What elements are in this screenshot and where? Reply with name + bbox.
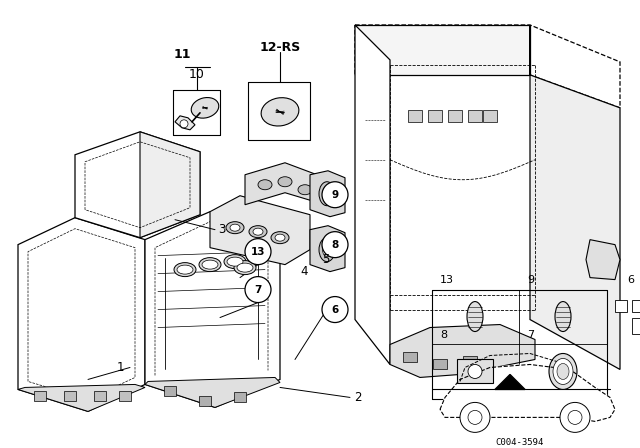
Polygon shape	[530, 25, 620, 370]
Text: 8: 8	[440, 330, 447, 340]
Circle shape	[468, 365, 482, 379]
Polygon shape	[586, 240, 620, 280]
Polygon shape	[210, 196, 310, 265]
Text: 6: 6	[627, 275, 634, 284]
Ellipse shape	[275, 234, 285, 241]
Polygon shape	[164, 387, 176, 396]
Ellipse shape	[237, 263, 253, 272]
Polygon shape	[390, 324, 535, 378]
Text: 1: 1	[116, 361, 124, 374]
Polygon shape	[140, 132, 200, 237]
Polygon shape	[408, 110, 422, 122]
Polygon shape	[495, 375, 525, 389]
Ellipse shape	[226, 222, 244, 234]
Ellipse shape	[319, 182, 335, 206]
Text: 5: 5	[322, 253, 330, 266]
Polygon shape	[457, 359, 493, 383]
Polygon shape	[468, 110, 482, 122]
Ellipse shape	[177, 265, 193, 274]
Polygon shape	[463, 357, 477, 366]
Text: 6: 6	[332, 305, 339, 314]
Circle shape	[560, 402, 590, 432]
Ellipse shape	[249, 226, 267, 237]
Bar	[632, 300, 640, 311]
Ellipse shape	[467, 302, 483, 332]
Polygon shape	[355, 25, 390, 365]
Text: 3: 3	[218, 223, 225, 236]
Circle shape	[568, 410, 582, 424]
Ellipse shape	[258, 180, 272, 190]
Bar	[615, 300, 627, 311]
Polygon shape	[145, 378, 280, 407]
Circle shape	[180, 120, 188, 128]
Polygon shape	[18, 218, 145, 411]
Ellipse shape	[253, 228, 263, 235]
Circle shape	[322, 232, 348, 258]
Circle shape	[322, 182, 348, 208]
Ellipse shape	[557, 363, 569, 379]
Ellipse shape	[224, 254, 246, 269]
Polygon shape	[119, 392, 131, 401]
Ellipse shape	[271, 232, 289, 244]
Polygon shape	[448, 110, 462, 122]
Ellipse shape	[553, 358, 573, 384]
Polygon shape	[310, 171, 345, 217]
Ellipse shape	[323, 243, 332, 257]
Ellipse shape	[323, 187, 332, 201]
Ellipse shape	[199, 258, 221, 271]
Text: 2: 2	[355, 391, 362, 404]
Polygon shape	[245, 163, 325, 205]
Ellipse shape	[202, 260, 218, 269]
Polygon shape	[199, 396, 211, 406]
Polygon shape	[310, 226, 345, 271]
Polygon shape	[234, 392, 246, 402]
Ellipse shape	[319, 237, 335, 262]
Text: 9: 9	[527, 275, 534, 284]
Ellipse shape	[549, 353, 577, 389]
Text: 13: 13	[251, 247, 265, 257]
Circle shape	[322, 297, 348, 323]
Polygon shape	[403, 353, 417, 362]
Ellipse shape	[278, 177, 292, 187]
Polygon shape	[483, 110, 497, 122]
Text: C004-3594: C004-3594	[496, 438, 544, 447]
Text: 13: 13	[440, 275, 454, 284]
Circle shape	[468, 410, 482, 424]
Polygon shape	[355, 25, 530, 75]
Ellipse shape	[298, 185, 312, 195]
Text: 7: 7	[527, 330, 534, 340]
Polygon shape	[440, 365, 615, 422]
Polygon shape	[428, 110, 442, 122]
Polygon shape	[175, 116, 195, 130]
Circle shape	[245, 276, 271, 302]
Polygon shape	[34, 392, 46, 401]
Text: 7: 7	[254, 284, 262, 295]
Text: 8: 8	[332, 240, 339, 250]
Polygon shape	[18, 384, 145, 411]
Polygon shape	[355, 25, 620, 108]
Polygon shape	[145, 212, 280, 407]
Bar	[632, 318, 640, 333]
Text: 9: 9	[332, 190, 339, 200]
Polygon shape	[75, 132, 200, 237]
Text: 11: 11	[173, 48, 191, 61]
Circle shape	[245, 239, 271, 265]
Ellipse shape	[555, 302, 571, 332]
Ellipse shape	[230, 224, 240, 231]
Polygon shape	[64, 392, 76, 401]
Ellipse shape	[174, 263, 196, 276]
Ellipse shape	[191, 98, 219, 118]
Ellipse shape	[227, 257, 243, 266]
Circle shape	[460, 402, 490, 432]
Polygon shape	[433, 359, 447, 370]
Text: 4: 4	[300, 265, 307, 278]
Ellipse shape	[234, 261, 256, 275]
Text: 12-RS: 12-RS	[259, 41, 301, 54]
Ellipse shape	[261, 98, 299, 126]
Text: 10: 10	[189, 69, 205, 82]
Polygon shape	[94, 392, 106, 401]
